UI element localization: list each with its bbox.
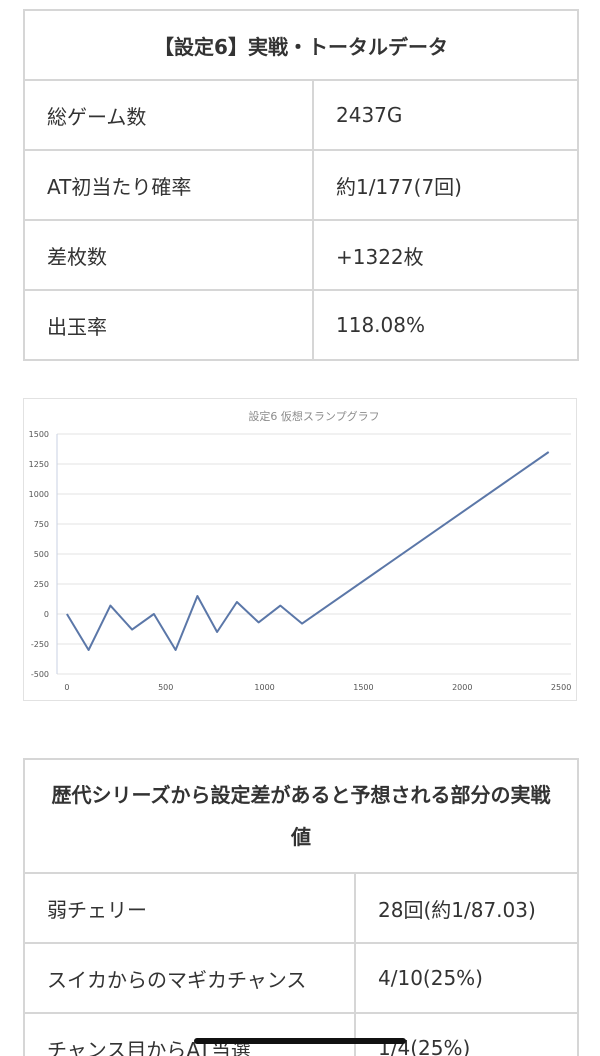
row-value: 4/10(25%) bbox=[354, 942, 579, 1014]
row-value: +1322枚 bbox=[311, 219, 580, 291]
y-tick-label: 750 bbox=[34, 520, 49, 529]
x-tick-label: 2000 bbox=[452, 683, 472, 692]
table-row: チャンス目からAT当選 1/4(25%) bbox=[23, 1012, 579, 1056]
table-row: AT初当たり確率 約1/177(7回) bbox=[23, 149, 580, 221]
y-tick-label: 1000 bbox=[29, 490, 49, 499]
table-row: 総ゲーム数 2437G bbox=[23, 79, 580, 151]
slump-graph-chart: 設定6 仮想スランプグラフ1500125010007505002500-250-… bbox=[29, 409, 572, 692]
row-value: 28回(約1/87.03) bbox=[354, 872, 579, 944]
x-tick-label: 500 bbox=[158, 683, 173, 692]
row-label: 弱チェリー bbox=[23, 872, 356, 944]
row-value: 2437G bbox=[311, 79, 580, 151]
slump-graph-image: 設定6 仮想スランプグラフ 1500 1250 1000 750 500 250 0 -250-… bbox=[23, 398, 577, 701]
y-tick-label: 250 bbox=[34, 580, 49, 589]
row-value: 約1/177(7回) bbox=[311, 149, 580, 221]
x-tick-label: 1000 bbox=[254, 683, 274, 692]
x-tick-label: 1500 bbox=[353, 683, 373, 692]
y-tick-label: 500 bbox=[34, 550, 49, 559]
row-value: 1/4(25%) bbox=[354, 1012, 579, 1056]
table-row: 出玉率 118.08% bbox=[23, 289, 580, 361]
table-row: 差枚数 +1322枚 bbox=[23, 219, 580, 291]
row-value: 118.08% bbox=[311, 289, 580, 361]
y-tick-label: -500 bbox=[31, 670, 49, 679]
total-data-table: 【設定6】実戦・トータルデータ 総ゲーム数 2437G AT初当たり確率 約1/… bbox=[22, 9, 580, 361]
row-label: AT初当たり確率 bbox=[23, 149, 314, 221]
row-label: スイカからのマギカチャンス bbox=[23, 942, 356, 1014]
table-row: スイカからのマギカチャンス 4/10(25%) bbox=[23, 942, 579, 1014]
chart-title: 設定6 仮想スランプグラフ bbox=[248, 409, 379, 423]
table-row: 弱チェリー 28回(約1/87.03) bbox=[23, 872, 579, 944]
y-tick-label: 1250 bbox=[29, 460, 49, 469]
series-line bbox=[66, 451, 550, 651]
setting-difference-table: 歴代シリーズから設定差があると予想される部分の実戦値 弱チェリー 28回(約1/… bbox=[23, 758, 579, 1056]
row-label: チャンス目からAT当選 bbox=[23, 1012, 356, 1056]
y-tick-label: -250 bbox=[31, 640, 49, 649]
total-data-table-title: 【設定6】実戦・トータルデータ bbox=[22, 9, 580, 81]
y-tick-label: 1500 bbox=[29, 430, 49, 439]
row-label: 総ゲーム数 bbox=[23, 79, 314, 151]
row-label: 差枚数 bbox=[23, 219, 314, 291]
home-indicator[interactable] bbox=[194, 1038, 406, 1044]
x-tick-label: 0 bbox=[64, 683, 69, 692]
setting-difference-table-title: 歴代シリーズから設定差があると予想される部分の実戦値 bbox=[23, 758, 579, 874]
row-label: 出玉率 bbox=[23, 289, 314, 361]
x-tick-label: 2500 bbox=[551, 683, 571, 692]
y-tick-label: 0 bbox=[44, 610, 49, 619]
